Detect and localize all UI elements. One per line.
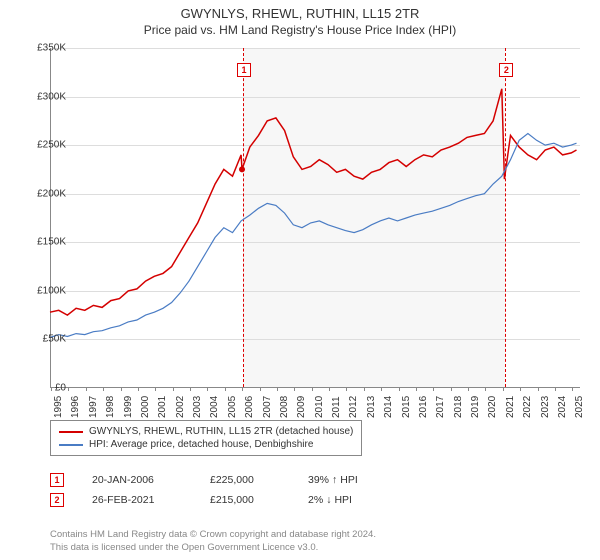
x-axis-label: 2023 [540, 396, 551, 418]
x-axis-label: 2005 [227, 396, 238, 418]
y-axis-label: £50K [24, 334, 66, 345]
y-axis-label: £0 [24, 383, 66, 394]
y-axis-label: £300K [24, 91, 66, 102]
x-axis-label: 2004 [209, 396, 220, 418]
x-axis-label: 2009 [296, 396, 307, 418]
annotation-price: £215,000 [210, 494, 280, 506]
x-axis-label: 2017 [435, 396, 446, 418]
x-axis-label: 2015 [401, 396, 412, 418]
arrow-down-icon [326, 494, 331, 506]
annotation-pct: 39% HPI [308, 474, 398, 486]
legend-label: GWYNLYS, RHEWL, RUTHIN, LL15 2TR (detach… [89, 426, 353, 437]
annotation-date: 26-FEB-2021 [92, 494, 182, 506]
x-axis-label: 2006 [244, 396, 255, 418]
sale-point [239, 166, 245, 172]
x-axis-label: 2013 [366, 396, 377, 418]
x-axis-label: 2010 [314, 396, 325, 418]
x-axis-label: 2003 [192, 396, 203, 418]
annotation-row: 2 26-FEB-2021 £215,000 2% HPI [50, 490, 398, 510]
legend-row: GWYNLYS, RHEWL, RUTHIN, LL15 2TR (detach… [59, 425, 353, 438]
chart-title: GWYNLYS, RHEWL, RUTHIN, LL15 2TR [0, 0, 600, 21]
y-axis-label: £100K [24, 285, 66, 296]
x-axis-label: 1997 [88, 396, 99, 418]
x-axis-label: 2020 [487, 396, 498, 418]
x-axis-label: 2007 [262, 396, 273, 418]
annotation-marker: 2 [50, 493, 64, 507]
chart-subtitle: Price paid vs. HM Land Registry's House … [0, 21, 600, 41]
x-axis-label: 2012 [348, 396, 359, 418]
x-axis-label: 2016 [418, 396, 429, 418]
annotation-table: 1 20-JAN-2006 £225,000 39% HPI 2 26-FEB-2021 £… [50, 470, 398, 510]
x-axis-label: 2018 [453, 396, 464, 418]
footer-attribution: Contains HM Land Registry data © Crown c… [50, 529, 376, 554]
legend-label: HPI: Average price, detached house, Denb… [89, 439, 313, 450]
x-axis-label: 1995 [53, 396, 64, 418]
x-axis-label: 1999 [123, 396, 134, 418]
legend: GWYNLYS, RHEWL, RUTHIN, LL15 2TR (detach… [50, 420, 362, 456]
x-axis-label: 2019 [470, 396, 481, 418]
x-axis-label: 2024 [557, 396, 568, 418]
x-axis-label: 1996 [70, 396, 81, 418]
chart-area: 12 [50, 48, 580, 388]
x-axis-label: 2014 [383, 396, 394, 418]
legend-swatch [59, 431, 83, 433]
y-axis-label: £200K [24, 188, 66, 199]
x-axis-label: 2025 [574, 396, 585, 418]
y-axis-label: £150K [24, 237, 66, 248]
line-canvas [50, 48, 580, 388]
x-axis-label: 2021 [505, 396, 516, 418]
annotation-date: 20-JAN-2006 [92, 474, 182, 486]
x-axis-label: 2011 [331, 396, 342, 418]
annotation-marker: 1 [50, 473, 64, 487]
legend-row: HPI: Average price, detached house, Denb… [59, 438, 353, 451]
x-axis-label: 1998 [105, 396, 116, 418]
legend-swatch [59, 444, 83, 446]
x-axis-label: 2008 [279, 396, 290, 418]
x-axis-label: 2002 [175, 396, 186, 418]
arrow-up-icon [332, 474, 337, 486]
y-axis-label: £350K [24, 43, 66, 54]
x-axis-label: 2022 [522, 396, 533, 418]
series-line [50, 89, 577, 315]
x-axis-label: 2000 [140, 396, 151, 418]
footer-line2: This data is licensed under the Open Gov… [50, 542, 376, 554]
annotation-pct: 2% HPI [308, 494, 398, 506]
x-axis-label: 2001 [157, 396, 168, 418]
annotation-price: £225,000 [210, 474, 280, 486]
footer-line1: Contains HM Land Registry data © Crown c… [50, 529, 376, 541]
y-axis-label: £250K [24, 140, 66, 151]
annotation-row: 1 20-JAN-2006 £225,000 39% HPI [50, 470, 398, 490]
